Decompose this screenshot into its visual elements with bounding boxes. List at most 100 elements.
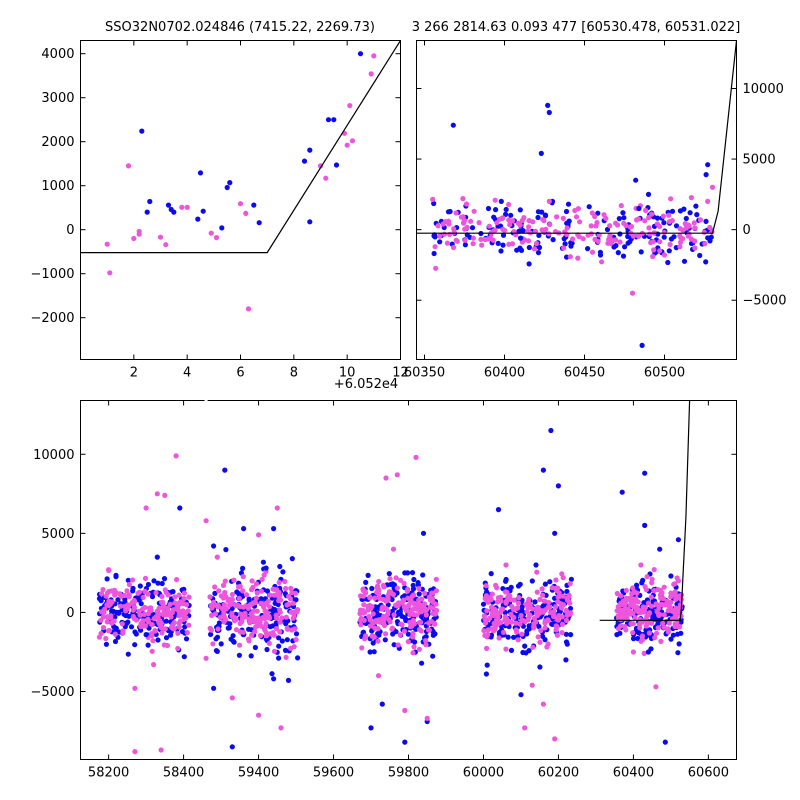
data-point	[503, 646, 509, 652]
data-point	[165, 605, 171, 611]
data-point	[565, 221, 571, 227]
data-point	[344, 142, 350, 148]
data-point	[483, 671, 489, 677]
data-point	[237, 642, 243, 648]
data-point	[709, 184, 716, 190]
data-point	[137, 612, 144, 618]
data-point	[99, 609, 105, 615]
data-point	[295, 607, 301, 613]
data-point	[661, 220, 667, 226]
data-point	[524, 628, 530, 634]
data-point	[617, 231, 623, 237]
data-point	[437, 233, 443, 239]
data-point	[694, 212, 700, 218]
data-point	[243, 603, 250, 609]
data-point	[493, 207, 499, 213]
data-point	[536, 232, 542, 238]
data-point	[511, 614, 517, 621]
data-point	[243, 592, 250, 598]
data-point	[161, 609, 167, 615]
data-point	[564, 641, 570, 647]
data-point	[283, 621, 289, 627]
data-point	[263, 633, 270, 639]
data-point	[271, 526, 277, 532]
data-point	[368, 725, 374, 731]
data-point	[295, 655, 301, 661]
data-point	[618, 609, 625, 615]
data-point	[614, 222, 621, 228]
data-point	[423, 612, 429, 618]
data-point	[433, 576, 439, 582]
data-point	[531, 615, 538, 621]
data-point	[214, 554, 220, 560]
data-point	[515, 583, 522, 589]
data-point	[535, 634, 541, 640]
data-point	[149, 594, 156, 600]
data-point	[538, 150, 544, 156]
data-point	[498, 198, 504, 204]
x-tick-label: 60350	[404, 366, 445, 381]
data-point	[221, 602, 227, 608]
data-point	[128, 624, 135, 630]
data-point	[405, 631, 411, 637]
data-point	[542, 213, 549, 219]
data-point	[401, 580, 407, 587]
data-point	[620, 253, 627, 259]
data-point	[565, 201, 572, 207]
data-point	[487, 235, 493, 241]
data-point	[526, 224, 532, 230]
data-point	[226, 625, 232, 631]
data-point	[559, 621, 566, 627]
data-point	[662, 739, 668, 745]
data-point	[666, 212, 672, 218]
y-tick-label: 5000	[41, 527, 74, 542]
data-point	[211, 685, 217, 691]
data-point	[288, 609, 294, 615]
data-point	[634, 590, 640, 596]
data-point	[642, 218, 648, 224]
data-point	[158, 747, 164, 753]
data-point	[681, 258, 688, 264]
data-point	[625, 233, 631, 240]
data-point	[630, 630, 636, 636]
data-point	[661, 612, 667, 618]
data-point	[126, 592, 132, 598]
data-point	[513, 620, 519, 626]
data-point	[176, 613, 182, 619]
data-point	[580, 236, 586, 242]
data-point	[470, 235, 476, 241]
data-point	[401, 628, 407, 634]
data-point	[526, 261, 532, 267]
data-point	[687, 210, 693, 216]
data-point	[506, 217, 512, 223]
data-point	[460, 214, 466, 220]
data-point	[414, 606, 420, 612]
data-point	[424, 715, 430, 722]
data-point	[104, 614, 111, 620]
data-point	[184, 204, 190, 210]
data-point	[257, 633, 264, 639]
data-point	[357, 51, 364, 57]
data-point	[668, 573, 674, 579]
data-point	[203, 518, 209, 524]
data-point	[358, 622, 364, 628]
data-point	[407, 619, 413, 626]
data-point	[252, 628, 258, 635]
data-point	[498, 598, 504, 604]
data-point	[145, 581, 151, 588]
data-point	[618, 593, 624, 599]
data-point	[433, 265, 439, 271]
data-point	[301, 158, 308, 164]
data-point	[186, 622, 192, 628]
data-point	[418, 619, 424, 625]
data-point	[629, 591, 635, 597]
data-point	[558, 601, 564, 607]
data-point	[564, 588, 570, 595]
x-tick-label: 58400	[163, 766, 204, 781]
data-point	[223, 594, 229, 600]
data-point	[675, 578, 682, 584]
panel-top-right-marks	[416, 40, 737, 348]
data-point	[267, 604, 273, 610]
data-point	[409, 570, 416, 576]
data-point	[130, 577, 136, 583]
